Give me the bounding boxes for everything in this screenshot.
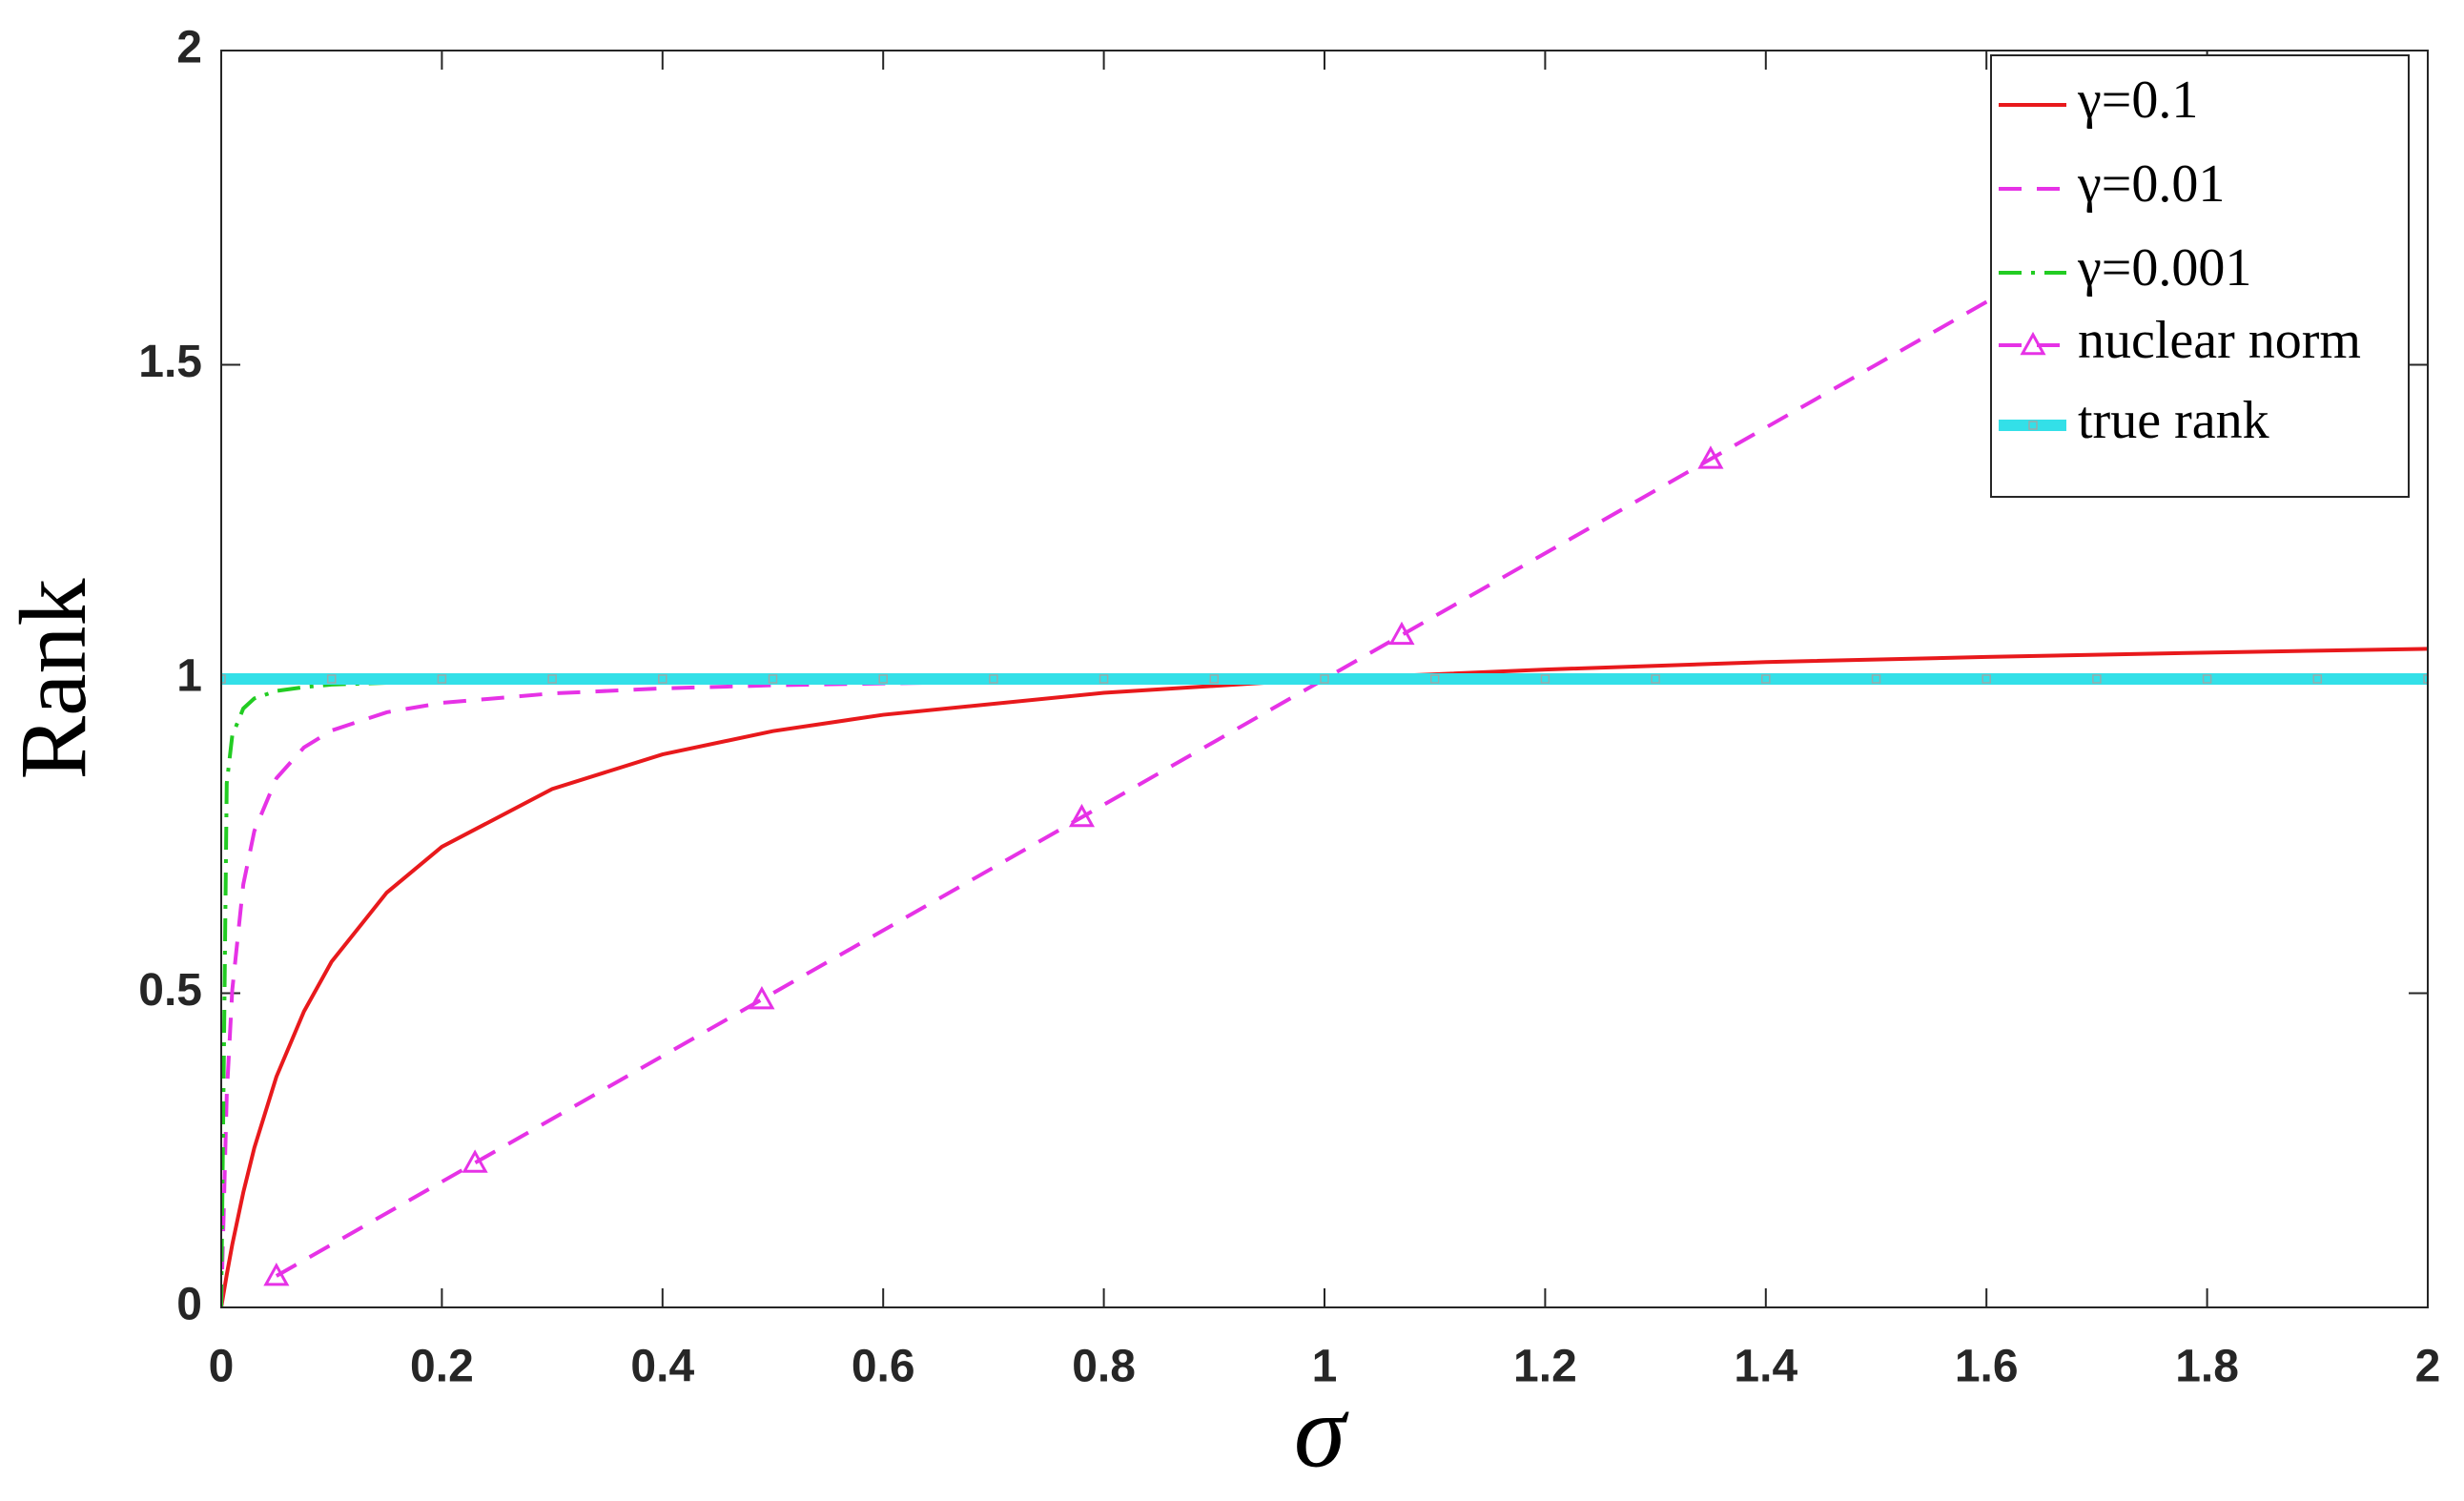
- series-line: [275, 93, 2351, 1278]
- y-tick-label: 0: [176, 1280, 202, 1330]
- x-tick-label: 1.6: [1955, 1342, 2019, 1392]
- y-tick-label: 2: [176, 23, 202, 73]
- marker-square: [2202, 674, 2212, 684]
- series-line: [221, 647, 2428, 1307]
- marker-square: [1429, 674, 1440, 684]
- legend-label: γ=0.01: [2077, 154, 2225, 214]
- legend: γ=0.1 γ=0.01 γ=0.001 nuclear norm true rank: [1990, 54, 2410, 498]
- marker-square: [658, 674, 667, 684]
- marker-square: [1761, 674, 1771, 684]
- x-tick-label: 1.2: [1513, 1342, 1577, 1392]
- x-tick-label: 0.4: [630, 1342, 694, 1392]
- x-tick-label: 1: [1312, 1342, 1338, 1392]
- y-axis-label: Rank: [0, 578, 106, 779]
- series-layer: [221, 81, 2428, 1307]
- marker-triangle: [749, 986, 775, 1010]
- marker-square: [221, 674, 226, 684]
- legend-label: true rank: [2078, 391, 2269, 450]
- x-tick-label: 0.8: [1072, 1342, 1136, 1392]
- marker-square: [1981, 674, 1991, 684]
- marker-square: [1320, 674, 1329, 684]
- marker-triangle: [1068, 803, 1096, 828]
- marker-square: [1540, 674, 1550, 684]
- marker-triangle: [2020, 331, 2046, 356]
- legend-label: γ=0.001: [2077, 238, 2251, 298]
- marker-square: [1871, 674, 1881, 684]
- marker-square: [437, 674, 447, 684]
- y-tick-label: 0.5: [138, 965, 202, 1016]
- marker-triangle: [1697, 445, 1724, 469]
- marker-square: [2092, 674, 2102, 684]
- x-tick-label: 0: [209, 1342, 235, 1392]
- x-tick-label: 1.8: [2175, 1342, 2239, 1392]
- marker-triangle: [1388, 621, 1415, 646]
- marker-square: [547, 674, 557, 684]
- marker-square: [1651, 674, 1660, 684]
- marker-square: [1209, 674, 1220, 684]
- x-tick-label: 0.6: [852, 1342, 915, 1392]
- x-tick-label: 0.2: [410, 1342, 474, 1392]
- marker-square: [768, 674, 778, 684]
- x-axis-label: σ: [1294, 1372, 1349, 1489]
- marker-square: [2423, 674, 2428, 684]
- axes-box: [220, 50, 2429, 1308]
- x-tick-label: 1.4: [1734, 1342, 1797, 1392]
- marker-triangle: [263, 1262, 290, 1286]
- marker-square: [2028, 421, 2038, 430]
- marker-square: [2312, 674, 2323, 684]
- y-tick-label: 1.5: [138, 337, 202, 387]
- marker-square: [989, 674, 998, 684]
- legend-label: nuclear norm: [2078, 311, 2361, 370]
- marker-square: [1099, 674, 1109, 684]
- marker-square: [878, 674, 888, 684]
- marker-square: [326, 674, 337, 684]
- x-tick-label: 2: [2415, 1342, 2441, 1392]
- legend-label: γ=0.1: [2077, 71, 2198, 130]
- tick-labels: 0 0.2 0.4 0.6 0.8 1 1.2 1.4 1.6 1.8 2 0 0.5 1 1.5 2: [138, 23, 2440, 1392]
- y-tick-label: 1: [176, 651, 202, 702]
- series-line: [221, 673, 2428, 1307]
- marker-triangle: [462, 1149, 488, 1173]
